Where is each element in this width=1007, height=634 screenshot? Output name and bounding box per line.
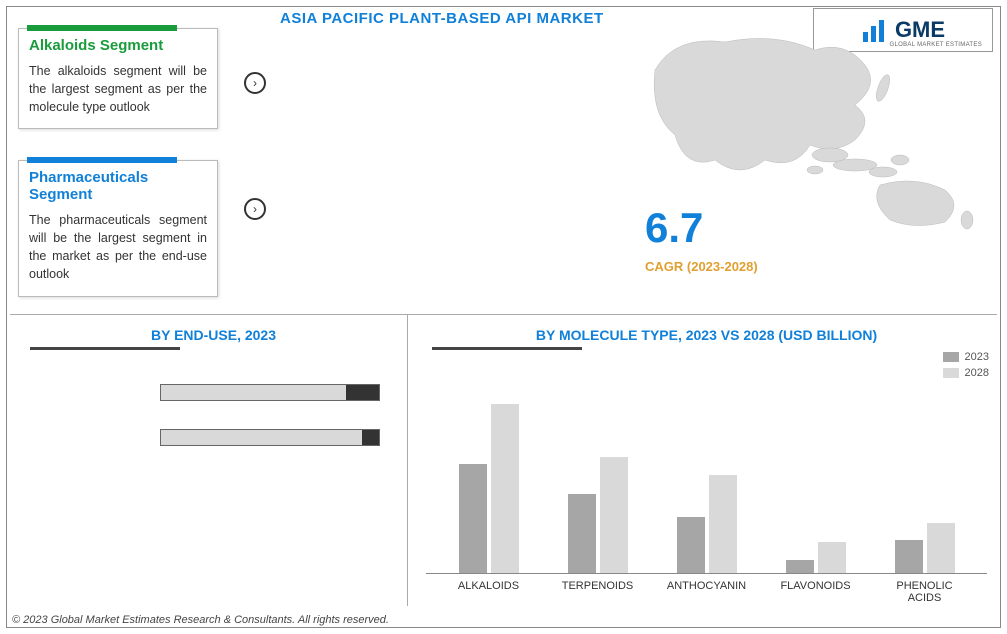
legend-label: 2023 <box>965 351 989 363</box>
segment-card-pharma: Pharmaceuticals Segment The pharmaceutic… <box>18 160 218 297</box>
bar-2023 <box>677 517 705 574</box>
segment-body: The alkaloids segment will be the larges… <box>19 58 217 128</box>
bar-group <box>459 404 519 574</box>
end-use-title: BY END-USE, 2023 <box>30 327 397 343</box>
bar-2028 <box>709 475 737 574</box>
category-label: ALKALOIDS <box>444 580 534 604</box>
arrow-bullet-icon: › <box>244 72 266 94</box>
end-use-bar-fill <box>362 430 379 445</box>
map-region: 6.7 CAGR (2023-2028) <box>645 30 985 280</box>
molecule-category-labels: ALKALOIDS TERPENOIDS ANTHOCYANIN FLAVONO… <box>426 574 987 604</box>
bar-group <box>568 457 628 574</box>
chart-baseline <box>426 573 987 574</box>
category-label: ANTHOCYANIN <box>662 580 752 604</box>
bar-2028 <box>927 523 955 574</box>
segment-body: The pharmaceuticals segment will be the … <box>19 207 217 296</box>
cagr-value: 6.7 <box>645 204 703 252</box>
end-use-bar-fill <box>346 385 379 400</box>
segment-header: Pharmaceuticals Segment <box>19 161 217 207</box>
end-use-bar <box>160 429 380 446</box>
bottom-panels: BY END-USE, 2023 BY MOLECULE TYPE, 2023 … <box>10 314 997 606</box>
asia-pacific-map-icon <box>645 30 985 230</box>
end-use-bar-row <box>160 429 393 446</box>
end-use-bar <box>160 384 380 401</box>
category-label: PHENOLIC ACIDS <box>880 580 970 604</box>
bar-2023 <box>568 494 596 574</box>
bar-2028 <box>818 542 846 574</box>
category-label: TERPENOIDS <box>553 580 643 604</box>
bar-group <box>895 523 955 574</box>
molecule-panel: BY MOLECULE TYPE, 2023 VS 2028 (USD BILL… <box>408 315 997 606</box>
bar-group <box>677 475 737 574</box>
segment-header: Alkaloids Segment <box>19 29 217 58</box>
title-underline <box>432 347 582 350</box>
end-use-panel: BY END-USE, 2023 <box>10 315 408 606</box>
end-use-bar-row <box>160 384 393 401</box>
molecule-chart <box>426 364 987 574</box>
molecule-title: BY MOLECULE TYPE, 2023 VS 2028 (USD BILL… <box>426 327 987 343</box>
end-use-chart <box>30 364 397 446</box>
title-underline <box>30 347 180 350</box>
legend-swatch <box>943 352 959 362</box>
segment-card-alkaloids: Alkaloids Segment The alkaloids segment … <box>18 28 218 129</box>
bar-2023 <box>786 560 814 574</box>
page-title: ASIA PACIFIC PLANT-BASED API MARKET <box>280 10 604 27</box>
arrow-bullet-icon: › <box>244 198 266 220</box>
bar-group <box>786 542 846 574</box>
copyright-text: © 2023 Global Market Estimates Research … <box>12 614 389 626</box>
bar-2028 <box>491 404 519 574</box>
cagr-label: CAGR (2023-2028) <box>645 259 758 274</box>
legend-item: 2023 <box>943 351 989 363</box>
bar-2028 <box>600 457 628 574</box>
category-label: FLAVONOIDS <box>771 580 861 604</box>
bar-2023 <box>895 540 923 574</box>
bar-2023 <box>459 464 487 574</box>
